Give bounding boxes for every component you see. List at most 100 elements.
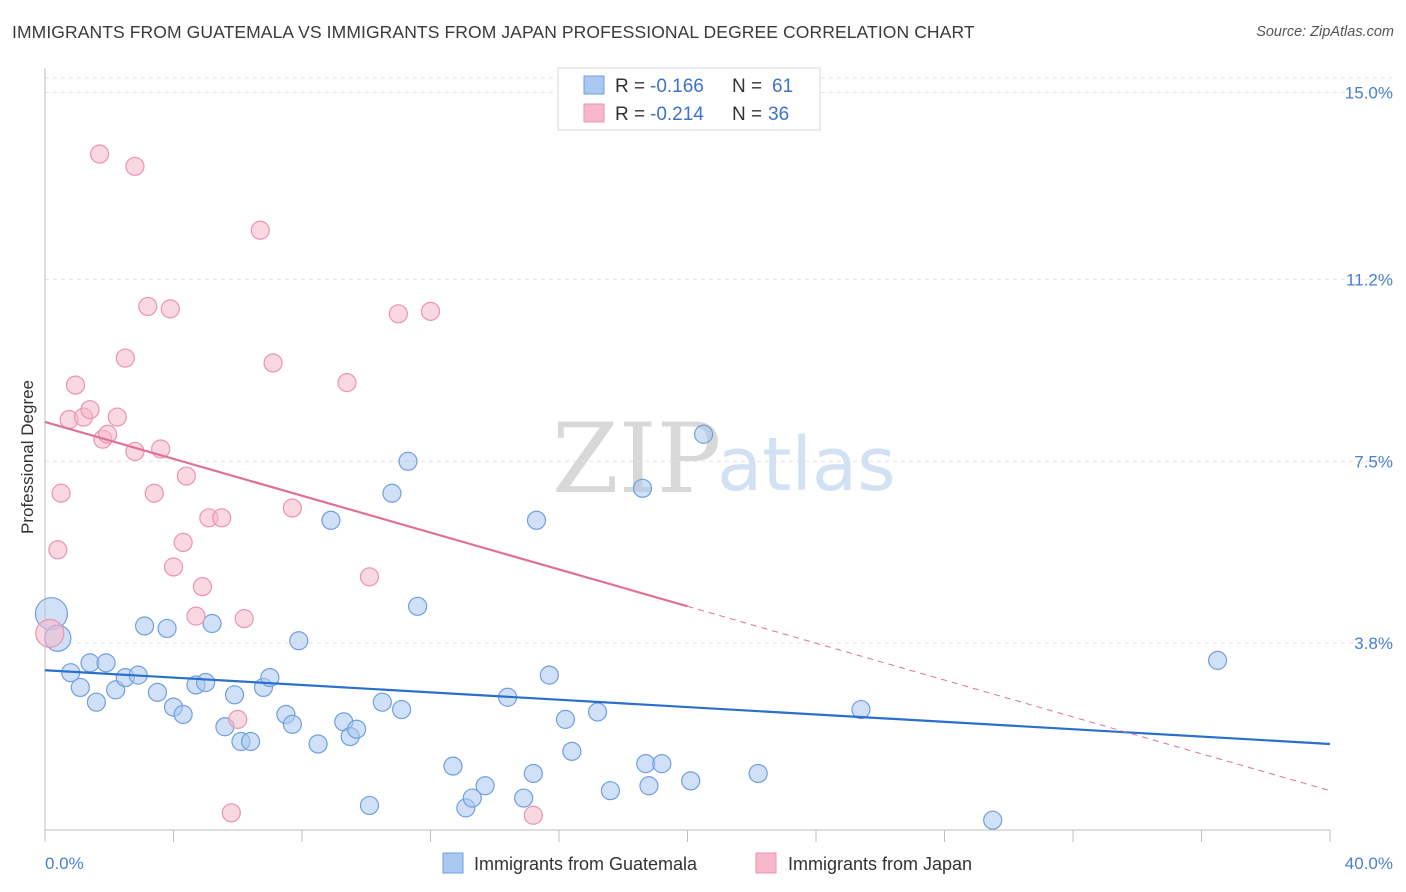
watermark-atlas: atlas (717, 422, 896, 508)
x-ticks: 0.0% 40.0% (44, 830, 1393, 873)
data-point (321, 510, 341, 530)
legend-r-value-guatemala: -0.166 (650, 76, 704, 97)
y-tick-labels: 3.8% 7.5% 11.2% 15.0% (1345, 84, 1393, 654)
legend-n-label-guatemala: N = (732, 76, 762, 97)
data-point (96, 653, 116, 673)
data-point (636, 754, 656, 774)
data-point (372, 692, 392, 712)
data-point (196, 672, 216, 693)
legend-r-label-japan: R = (615, 104, 645, 125)
trend-line-extension-japan (687, 605, 1331, 792)
data-point (70, 677, 90, 698)
x-tick-label-min: 0.0% (45, 854, 84, 873)
chart-title: IMMIGRANTS FROM GUATEMALA VS IMMIGRANTS … (12, 22, 975, 42)
series-legend-label-japan: Immigrants from Japan (788, 854, 972, 874)
data-point (125, 156, 145, 176)
data-point (632, 478, 653, 498)
data-point (221, 803, 241, 823)
legend-swatch-guatemala (583, 75, 605, 95)
y-tick-label: 3.8% (1354, 634, 1393, 653)
data-point (475, 776, 495, 796)
data-point (359, 567, 380, 587)
data-point (347, 719, 367, 739)
data-point (134, 616, 155, 636)
watermark-zip: ZIP (552, 403, 721, 515)
data-point (80, 653, 100, 673)
data-point (681, 771, 701, 791)
data-point (639, 776, 659, 796)
data-point (398, 451, 418, 471)
data-point (138, 296, 158, 317)
data-point (250, 220, 270, 240)
data-point (308, 734, 328, 754)
legend-n-value-japan: 36 (768, 104, 789, 125)
series-japan (35, 144, 543, 825)
data-point (234, 609, 254, 629)
data-point (212, 508, 232, 528)
series-legend-swatch-guatemala (442, 852, 464, 874)
legend-n-value-guatemala: 61 (772, 76, 793, 97)
data-point (173, 532, 193, 553)
data-point (983, 810, 1003, 830)
data-point (224, 685, 245, 705)
data-point (408, 596, 428, 616)
source-credit: Source: ZipAtlas.com (1256, 24, 1394, 40)
trend-lines (44, 420, 1331, 792)
data-point (462, 788, 482, 808)
y-tick-label: 7.5% (1354, 452, 1393, 471)
legend-swatch-japan (583, 103, 605, 123)
data-point (562, 741, 582, 761)
y-axis-label: Professional Degree (18, 380, 37, 534)
data-point (514, 788, 534, 808)
data-point (173, 704, 193, 725)
data-point (391, 699, 412, 720)
gridlines (45, 77, 1392, 644)
data-point (359, 795, 380, 816)
data-point (192, 577, 213, 597)
data-point (163, 557, 184, 577)
data-point (241, 731, 261, 752)
data-point (115, 348, 135, 368)
data-point (186, 606, 206, 626)
data-point (1207, 650, 1228, 670)
data-points (34, 144, 1228, 830)
data-point (523, 805, 543, 825)
data-point (65, 375, 86, 395)
data-point (263, 353, 283, 373)
data-point (51, 483, 71, 503)
legend-n-label-japan: N = (732, 104, 762, 125)
data-point (157, 618, 177, 639)
data-point (443, 756, 463, 776)
data-point (86, 692, 107, 712)
data-point (851, 699, 871, 720)
data-point (539, 665, 559, 685)
x-tick-label-max: 40.0% (1345, 854, 1393, 873)
data-point (144, 483, 164, 503)
trend-line-guatemala (44, 669, 1331, 746)
y-tick-label: 15.0% (1345, 84, 1393, 103)
data-point (600, 781, 621, 801)
data-point (420, 301, 441, 321)
watermark: ZIP atlas (552, 403, 896, 515)
data-point (90, 144, 110, 164)
trend-line-japan (44, 420, 688, 608)
data-point (523, 763, 543, 784)
data-point (289, 631, 309, 651)
data-point (48, 540, 68, 560)
series-legend: Immigrants from Guatemala Immigrants fro… (442, 852, 972, 874)
data-point (587, 702, 608, 722)
data-point (337, 373, 357, 393)
data-point (382, 483, 402, 503)
data-point (35, 618, 65, 648)
data-point (282, 714, 302, 734)
data-point (693, 424, 714, 444)
data-point (228, 709, 248, 729)
data-point (176, 466, 196, 486)
data-point (80, 400, 100, 420)
data-point (555, 709, 576, 729)
y-tick-label: 11.2% (1346, 270, 1393, 289)
data-point (388, 304, 408, 324)
data-point (748, 763, 768, 784)
stats-legend: R = -0.166 N = 61 R = -0.214 N = 36 (557, 67, 821, 131)
